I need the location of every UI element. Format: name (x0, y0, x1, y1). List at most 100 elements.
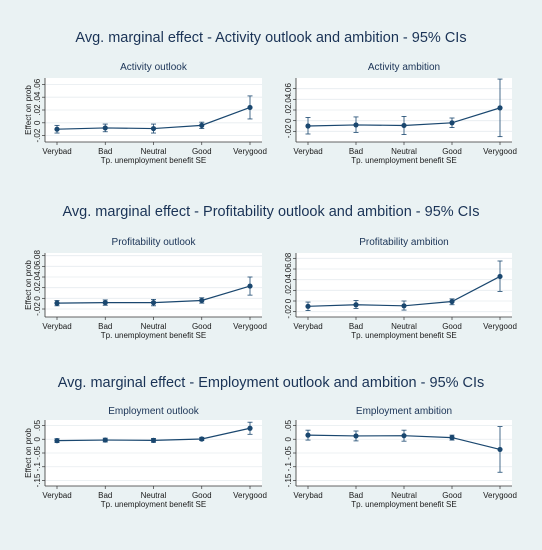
x-tick-label: Good (442, 147, 462, 156)
data-point (305, 432, 311, 438)
chart-panel-0: Activity outlook -.02 0 .02.04.06 Verybad Bad… (24, 62, 267, 165)
chart-panel-1: Activity ambition -.020 .02.04.06 Verybad Ba… (284, 62, 517, 165)
y-tick-label: -.1 (33, 462, 42, 472)
y-axis-label: Effect on prob (24, 428, 33, 478)
x-tick-label: Verybad (293, 491, 322, 500)
x-tick-label: Neutral (141, 491, 167, 500)
y-tick-label: 0 (33, 436, 42, 441)
section-title-activity: Avg. marginal effect - Activity outlook … (75, 30, 466, 46)
data-point (401, 303, 407, 309)
data-point (401, 433, 407, 439)
chart-panel-3: Profitability ambition -.020 .02.04.06.08 V… (284, 237, 517, 340)
x-tick-label: Verybad (42, 147, 71, 156)
x-tick-label: Bad (98, 322, 112, 331)
y-tick-label: .06 (284, 83, 293, 95)
data-point (247, 283, 253, 289)
data-point (199, 122, 205, 128)
x-tick-label: Bad (98, 491, 112, 500)
x-axis-label: Tp. unemployment benefit SE (101, 156, 206, 165)
chart-title: Profitability ambition (359, 237, 448, 248)
x-tick-label: Verybad (42, 322, 71, 331)
y-tick-label: .06 (33, 78, 42, 90)
y-tick-label: -.1 (284, 462, 293, 472)
y-tick-label: .08 (284, 252, 293, 264)
x-tick-label: Bad (349, 322, 363, 331)
x-tick-label: Verygood (233, 491, 267, 500)
y-axis-label: Effect on prob (24, 260, 33, 310)
x-tick-label: Verygood (483, 491, 517, 500)
chart-title: Activity ambition (368, 62, 440, 73)
x-axis-label: Tp. unemployment benefit SE (101, 500, 206, 509)
y-tick-label: -.02 (284, 124, 293, 138)
x-tick-label: Verybad (42, 491, 71, 500)
data-point (102, 300, 108, 306)
chart-title: Employment ambition (356, 406, 452, 417)
data-point (54, 126, 60, 132)
data-point (497, 273, 503, 280)
data-point (247, 104, 253, 111)
x-axis-label: Tp. unemployment benefit SE (351, 500, 456, 509)
x-tick-label: Bad (349, 491, 363, 500)
x-tick-label: Good (192, 322, 212, 331)
x-tick-label: Verygood (483, 322, 517, 331)
x-tick-label: Neutral (391, 322, 417, 331)
y-tick-label: .02 (33, 104, 42, 116)
data-point (305, 303, 311, 309)
chart-title: Profitability outlook (112, 237, 197, 248)
data-point (199, 436, 205, 442)
plot-area (45, 253, 262, 317)
data-point (449, 120, 455, 126)
x-tick-label: Neutral (141, 147, 167, 156)
x-tick-label: Good (192, 491, 212, 500)
y-tick-label: .08 (33, 250, 42, 262)
chart-title: Employment outlook (108, 406, 200, 417)
x-axis-label: Tp. unemployment benefit SE (351, 156, 456, 165)
y-tick-label: .04 (284, 93, 293, 105)
y-tick-label: .05 (284, 419, 293, 431)
y-tick-label: .04 (284, 274, 293, 286)
x-tick-label: Verygood (233, 322, 267, 331)
x-tick-label: Verybad (293, 322, 322, 331)
chart-title: Activity outlook (120, 62, 188, 73)
y-tick-label: .05 (33, 419, 42, 431)
x-tick-label: Verybad (293, 147, 322, 156)
x-tick-label: Good (442, 491, 462, 500)
y-tick-label: -.15 (284, 473, 293, 487)
data-point (353, 302, 359, 308)
data-point (401, 122, 407, 129)
data-point (54, 438, 60, 444)
data-point (353, 122, 359, 128)
y-tick-label: 0 (284, 298, 293, 303)
y-tick-label: -.05 (284, 446, 293, 460)
y-tick-label: 0 (284, 436, 293, 441)
data-point (247, 425, 253, 431)
x-tick-label: Neutral (391, 147, 417, 156)
x-tick-label: Neutral (391, 491, 417, 500)
y-tick-label: -.02 (33, 128, 42, 142)
y-tick-label: .04 (33, 271, 42, 283)
data-point (497, 446, 503, 453)
chart-panel-4: Employment outlook -.15-.1 -.05 0 .05 Verybad… (24, 406, 267, 509)
x-axis-label: Tp. unemployment benefit SE (101, 331, 206, 340)
x-axis-label: Tp. unemployment benefit SE (351, 331, 456, 340)
y-axis-label: Effect on prob (24, 85, 33, 135)
chart-panel-5: Employment ambition -.15-.1 -.05 0 .05 Veryba… (284, 406, 517, 509)
y-tick-label: .02 (284, 104, 293, 116)
y-tick-label: .06 (33, 260, 42, 272)
x-tick-label: Bad (98, 147, 112, 156)
section-title-profitability: Avg. marginal effect - Profitability out… (63, 204, 480, 220)
y-tick-label: 0 (33, 296, 42, 301)
y-tick-label: .02 (33, 282, 42, 294)
y-tick-label: .02 (284, 284, 293, 296)
y-tick-label: -.02 (284, 304, 293, 318)
x-tick-label: Neutral (141, 322, 167, 331)
data-point (449, 435, 455, 441)
data-point (150, 300, 157, 306)
data-point (54, 300, 60, 306)
data-point (102, 125, 108, 131)
data-point (449, 298, 455, 305)
data-point (497, 105, 503, 111)
data-point (199, 297, 205, 304)
